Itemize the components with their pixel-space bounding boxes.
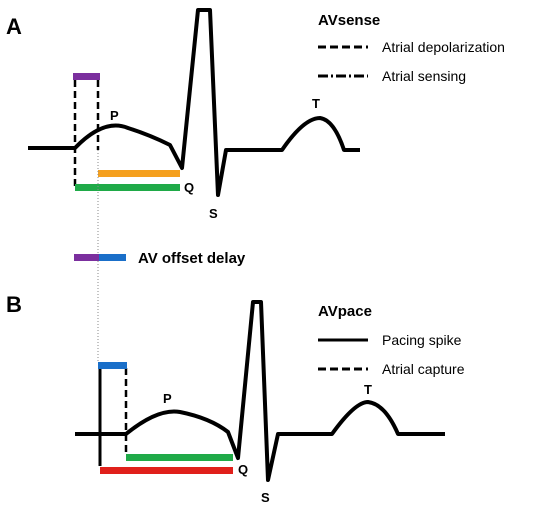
ecg-trace-a [28,8,360,197]
wave-label-q-b: Q [238,462,248,477]
panel-a: A P Q S T AVsense Atrial depolarization … [6,8,505,221]
blue-key-bar [99,254,126,261]
ecg-trace-b [75,300,445,482]
legend-title-b: AVpace [318,303,372,320]
panel-b-letter: B [6,292,22,317]
legend-item-depolarization-a: Atrial depolarization [382,39,505,55]
wave-label-q-a: Q [184,180,194,195]
purple-key-bar [74,254,99,261]
legend-item-sensing-a: Atrial sensing [382,68,466,84]
panel-b: B P Q S T AVpace Pacing spike Atrial cap… [6,292,465,505]
av-offset-delay-key: AV offset delay [74,250,246,267]
green-bar-b [126,454,233,461]
wave-label-p-b: P [163,391,172,406]
av-offset-delay-label: AV offset delay [138,250,246,267]
orange-bar-a [98,170,180,177]
blue-bar-b [98,362,127,369]
green-bar-a [75,184,180,191]
legend-item-capture-b: Atrial capture [382,361,465,377]
wave-label-s-b: S [261,490,270,505]
legend-item-pacing-b: Pacing spike [382,332,462,348]
purple-bar-a [73,73,100,80]
panel-a-letter: A [6,14,22,39]
wave-label-t-b: T [364,382,372,397]
wave-label-p-a: P [110,108,119,123]
wave-label-s-a: S [209,206,218,221]
red-bar-b [100,467,233,474]
wave-label-t-a: T [312,96,320,111]
legend-title-a: AVsense [318,12,380,29]
